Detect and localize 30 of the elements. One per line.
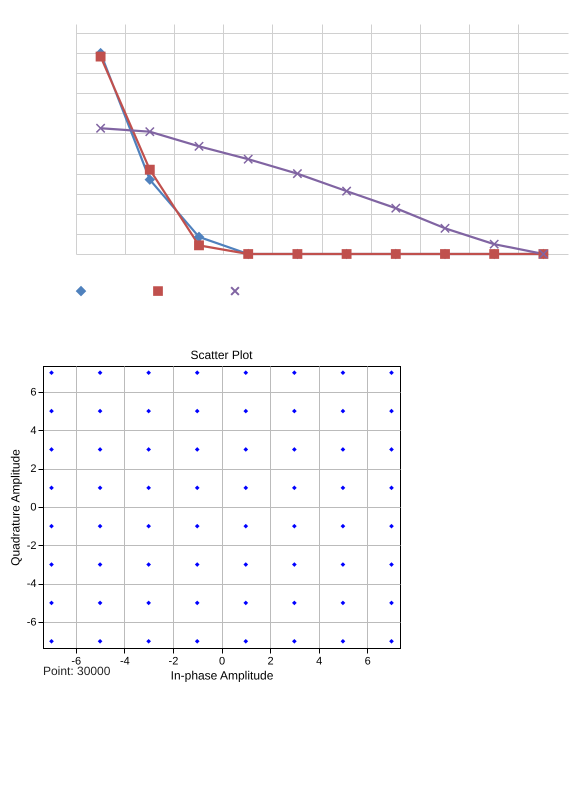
y-axis-title: Quadrature Amplitude (8, 448, 23, 566)
y-tick-label: 4 (30, 424, 36, 437)
y-tick-label: 6 (30, 386, 36, 398)
point (96, 52, 106, 62)
point (243, 154, 254, 164)
y-tick-label: 2 (30, 463, 36, 476)
y-tick-label: -2 (26, 540, 36, 552)
x-axis-title: In-phase Amplitude (170, 668, 274, 682)
point (489, 239, 500, 250)
x-tick-label: 4 (316, 656, 322, 668)
x-tick-label: -2 (168, 656, 178, 668)
point (144, 126, 155, 137)
y-tick-label: 0 (30, 502, 36, 514)
point (144, 164, 155, 175)
point (390, 203, 401, 214)
y-tick-label: -4 (26, 578, 36, 590)
point (194, 232, 204, 242)
point (342, 186, 352, 196)
point (292, 168, 302, 179)
point (144, 174, 155, 185)
x-tick-label: -4 (120, 656, 130, 668)
point (194, 240, 204, 250)
x-tick-label: 6 (364, 656, 371, 668)
y-tick-label: -6 (26, 616, 36, 629)
point (96, 123, 106, 134)
point (440, 223, 450, 234)
x-tick-label: 2 (268, 656, 274, 668)
chart-title: Scatter Plot (190, 348, 254, 362)
point (194, 141, 204, 152)
x-tick-label: 0 (218, 656, 226, 668)
